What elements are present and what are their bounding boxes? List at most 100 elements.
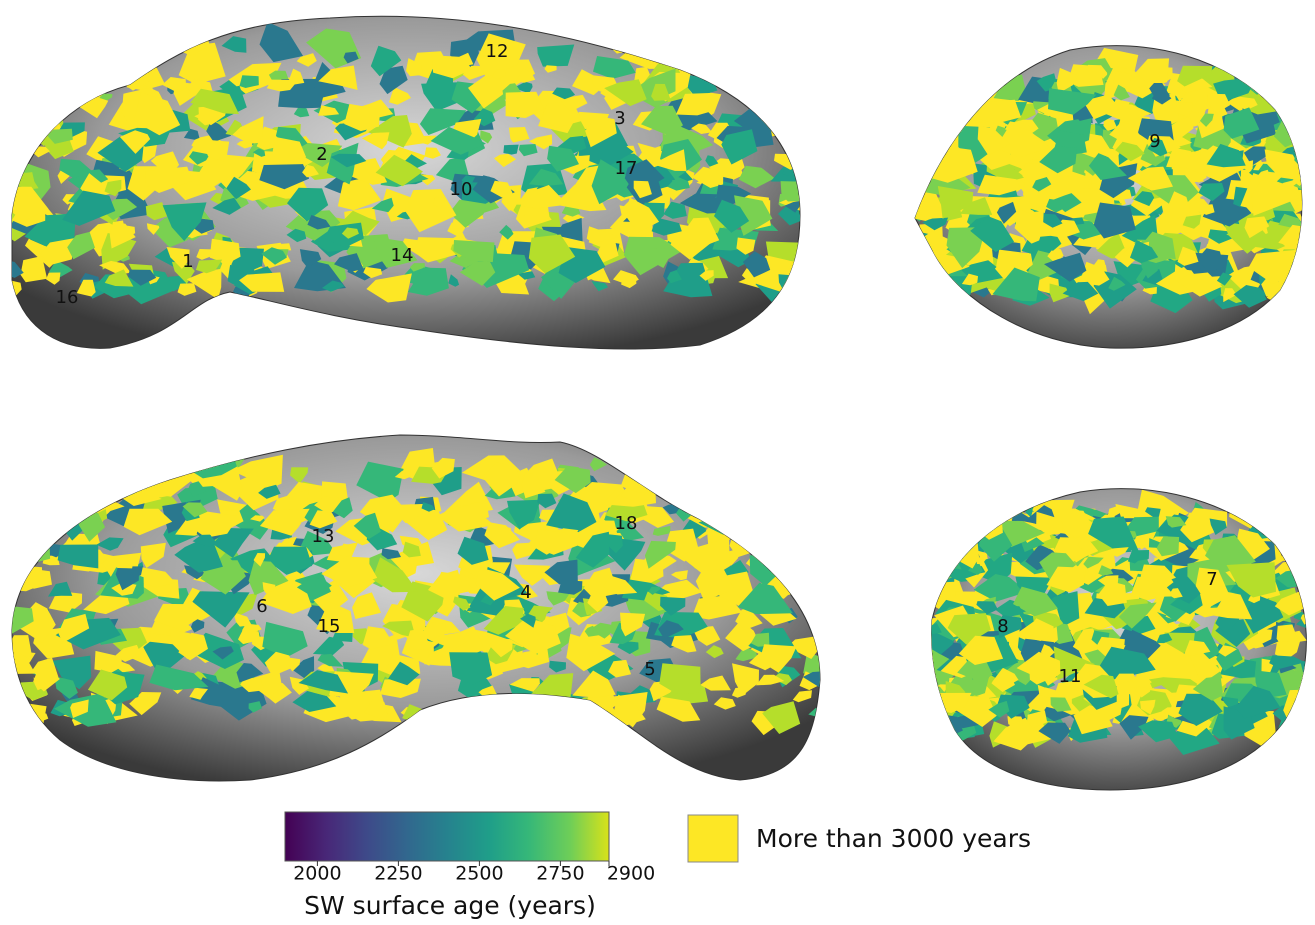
surface-patch (19, 544, 50, 562)
surface-patch (28, 473, 80, 506)
surface-patch (1, 42, 26, 61)
surface-patch (33, 75, 61, 100)
surface-patch (36, 47, 85, 82)
surface-patch (510, 706, 531, 717)
colorbar-tick-label: 2900 (607, 863, 655, 885)
surface-patch (744, 58, 786, 96)
colorbar-tick-label: 2250 (374, 863, 422, 885)
surface-patch (26, 90, 50, 108)
region-label: 16 (56, 287, 79, 308)
surface-patch (746, 519, 800, 552)
surface-patch (768, 515, 803, 545)
region-label: 9 (1149, 131, 1160, 152)
surface-patch (928, 51, 971, 88)
region-label: 7 (1206, 569, 1217, 590)
region-label: 4 (520, 582, 531, 603)
colorbar (285, 812, 609, 861)
surface-patch (1282, 513, 1303, 525)
surface-patch (936, 99, 960, 115)
surface-patch (8, 78, 25, 88)
surface-patch (724, 488, 742, 501)
surface-patch (711, 463, 748, 494)
surface-patch (1284, 282, 1315, 304)
surface-patch (933, 523, 967, 549)
surface-patch (933, 528, 971, 555)
surface-patch (1291, 115, 1310, 128)
surface-patch (1305, 579, 1315, 587)
surface-patch (1279, 85, 1310, 119)
surface-patch (932, 124, 952, 136)
surface-patch (950, 534, 979, 568)
surface-patch (905, 92, 933, 108)
legend-swatch (688, 815, 738, 862)
surface-patch (676, 466, 693, 480)
region-label: 12 (486, 41, 509, 62)
surface-patch (0, 38, 29, 65)
surface-patch (665, 453, 703, 477)
asteroid-view (893, 46, 1315, 348)
surface-patch (515, 694, 565, 721)
legend-label: More than 3000 years (756, 824, 1031, 853)
surface-patch (750, 460, 784, 486)
surface-patch (768, 38, 777, 47)
surface-patch (503, 145, 518, 155)
surface-patch (938, 102, 957, 114)
surface-patch (1293, 518, 1315, 544)
surface-patch (74, 80, 99, 95)
surface-patch (665, 485, 680, 501)
surface-patch (91, 465, 115, 478)
region-label: 14 (391, 245, 414, 266)
surface-patch (770, 509, 784, 516)
surface-patch (900, 128, 943, 158)
surface-patch (785, 555, 835, 574)
surface-patch (934, 726, 955, 746)
surface-patch (691, 58, 702, 69)
surface-patch (31, 89, 61, 105)
surface-patch (0, 709, 42, 743)
surface-patch (922, 68, 938, 84)
surface-patch (955, 67, 973, 80)
surface-patch (0, 122, 25, 137)
asteroid-views (0, 16, 1315, 790)
surface-patch (0, 450, 46, 486)
surface-patch (12, 143, 35, 158)
surface-patch (764, 541, 797, 571)
surface-patch (962, 522, 973, 533)
surface-patch (32, 69, 71, 102)
surface-patch (919, 533, 958, 554)
surface-patch (59, 80, 85, 94)
surface-patch (925, 542, 953, 565)
surface-patch (697, 478, 725, 495)
surface-patch (765, 483, 792, 513)
surface-patch (781, 181, 812, 201)
surface-patch (1299, 519, 1313, 532)
surface-patch (946, 79, 991, 104)
surface-patch (800, 453, 831, 477)
region-label: 18 (615, 513, 638, 534)
surface-patch (934, 502, 992, 534)
colorbar-tick-label: 2750 (536, 863, 584, 885)
surface-patch (937, 282, 950, 291)
surface-patch (803, 526, 835, 546)
surface-patch (1249, 64, 1295, 91)
surface-patch (463, 713, 484, 726)
surface-patch (10, 482, 51, 506)
surface-patch (965, 82, 989, 96)
surface-patch (932, 95, 966, 130)
surface-patch (747, 511, 772, 525)
surface-patch (1282, 90, 1315, 117)
surface-patch (739, 41, 772, 69)
surface-patch (46, 468, 62, 481)
surface-patch (1287, 87, 1302, 101)
surface-patch (118, 46, 148, 73)
surface-patch (928, 78, 949, 99)
page: 123456789101112131415161718 200022502500… (0, 0, 1315, 925)
region-label: 3 (614, 108, 625, 129)
surface-patch (1296, 532, 1311, 545)
surface-patch (913, 143, 941, 165)
surface-patch (929, 112, 951, 132)
surface-patch (651, 38, 665, 48)
surface-patch (706, 446, 750, 481)
surface-patch (774, 118, 799, 139)
asteroid-view (0, 16, 820, 349)
